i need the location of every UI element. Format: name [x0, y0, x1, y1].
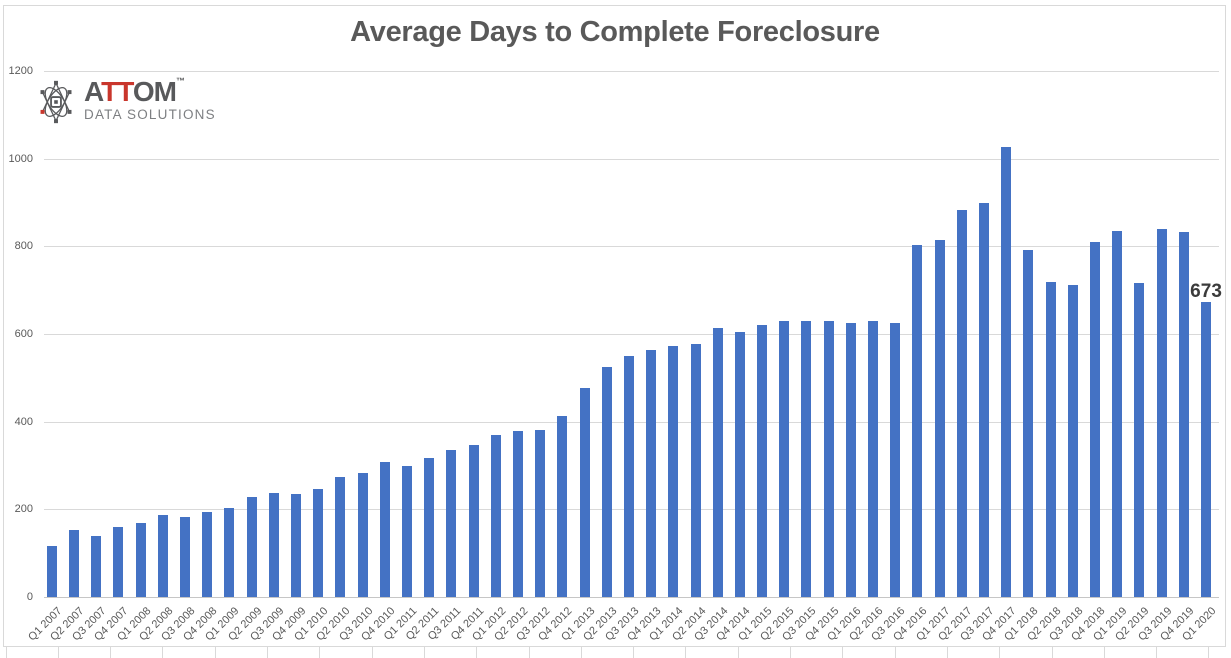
worksheet-gridline [319, 647, 321, 658]
worksheet-gridline [1103, 647, 1105, 658]
bar [535, 429, 546, 597]
bar [1156, 228, 1167, 597]
bar [1134, 283, 1145, 597]
worksheet-gridline [5, 647, 7, 658]
worksheet-gridline [110, 647, 112, 658]
bar [1045, 281, 1056, 597]
bar [712, 327, 723, 597]
bar [290, 493, 301, 597]
y-tick-label: 800 [14, 240, 33, 253]
worksheet-gridline [1156, 647, 1158, 658]
bar [845, 323, 856, 597]
trademark-symbol: ™ [175, 76, 185, 86]
worksheet-gridline [894, 647, 896, 658]
bar [91, 536, 102, 597]
worksheet-gridline [476, 647, 478, 658]
worksheet-gridline [162, 647, 164, 658]
y-tick-label: 1000 [8, 152, 33, 165]
bar [734, 332, 745, 597]
chart-title: Average Days to Complete Foreclosure [350, 16, 880, 48]
bar [912, 245, 923, 597]
bar [1112, 231, 1123, 597]
y-tick-label: 400 [14, 415, 33, 428]
bar [424, 457, 435, 597]
y-gridline [44, 246, 1219, 248]
bar [68, 529, 79, 597]
bar [313, 488, 324, 597]
worksheet-gridline [999, 647, 1001, 658]
bar [956, 210, 967, 597]
bar [1090, 241, 1101, 597]
bar [801, 320, 812, 597]
bar [490, 434, 501, 597]
y-gridline [44, 158, 1219, 160]
atom-icon [38, 78, 74, 131]
bar [979, 203, 990, 597]
bar [1001, 147, 1012, 597]
bar [157, 514, 168, 597]
bar [335, 476, 346, 597]
bar [668, 346, 679, 597]
x-axis-line [44, 597, 1219, 598]
worksheet-gridline [214, 647, 216, 658]
worksheet-gridline [1208, 647, 1210, 658]
bar [779, 321, 790, 597]
y-tick-label: 0 [26, 591, 33, 603]
bar [224, 507, 235, 597]
worksheet-gridline [1051, 647, 1053, 658]
bar [446, 449, 457, 597]
bar [46, 545, 57, 597]
brand-wordmark: ATTOM™ [84, 76, 185, 107]
worksheet-gridline [267, 647, 268, 658]
bar [401, 466, 412, 597]
bar [179, 517, 190, 597]
bar [246, 497, 257, 597]
worksheet-gridline [423, 647, 425, 658]
bar [623, 355, 634, 597]
worksheet-gridline [528, 647, 530, 658]
y-tick-label: 1200 [8, 65, 33, 78]
worksheet-gridline [633, 647, 635, 658]
bar [1023, 250, 1034, 597]
bar [202, 512, 213, 597]
bar [890, 323, 901, 597]
bar [601, 366, 612, 597]
bar [512, 431, 523, 597]
worksheet-gridline [371, 647, 373, 658]
bar [1067, 284, 1078, 597]
bar [357, 473, 368, 597]
bar [934, 240, 945, 597]
bar [468, 444, 479, 597]
bar [579, 387, 590, 597]
bar [690, 344, 701, 597]
worksheet-gridline [57, 647, 59, 658]
worksheet-gridline [737, 647, 739, 658]
y-gridline [44, 71, 1219, 73]
bar [1178, 231, 1189, 597]
attom-logo: ATTOM™ DATA SOLUTIONS [38, 76, 216, 131]
bar [557, 415, 568, 597]
bar [868, 320, 879, 597]
data-label-q1-2020: 673 [1190, 281, 1222, 303]
bar [268, 493, 279, 597]
bar [757, 325, 768, 597]
y-tick-label: 600 [14, 328, 33, 341]
bar [823, 321, 834, 597]
worksheet-gridline [685, 647, 687, 658]
worksheet-gridline [580, 647, 582, 658]
worksheet-gridline [946, 647, 948, 658]
bar [646, 349, 657, 597]
bar [113, 527, 124, 597]
worksheet-gridline [790, 647, 791, 658]
y-tick-label: 200 [14, 503, 33, 516]
bar [135, 522, 146, 597]
bar [1201, 302, 1212, 597]
bar [379, 462, 390, 597]
y-gridline [44, 334, 1219, 336]
brand-subtitle: DATA SOLUTIONS [84, 107, 216, 122]
worksheet-gridline [842, 647, 844, 658]
